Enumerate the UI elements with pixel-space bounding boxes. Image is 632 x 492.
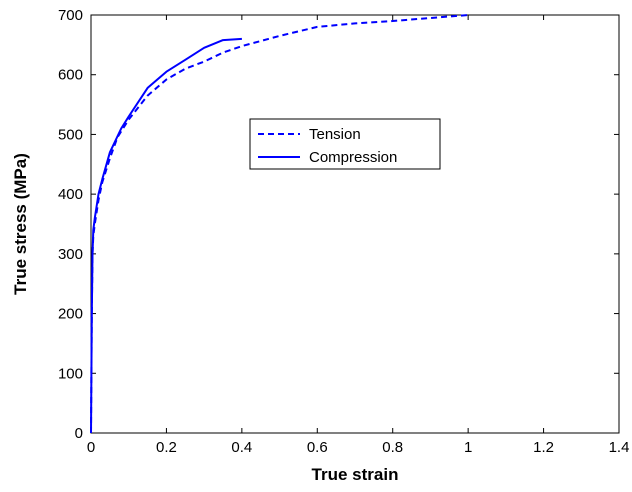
x-axis-ticks: 0 0.2 0.4 0.6 0.8 1 1.2 1.4: [87, 15, 630, 456]
y-tick-label: 700: [58, 7, 83, 24]
y-tick-label: 100: [58, 365, 83, 382]
y-tick-label: 400: [58, 186, 83, 203]
x-tick-label: 1.2: [533, 439, 554, 456]
y-tick-label: 500: [58, 126, 83, 143]
legend-compression-label: Compression: [309, 149, 397, 166]
y-tick-label: 0: [75, 425, 83, 442]
y-tick-label: 600: [58, 67, 83, 84]
x-tick-label: 0.8: [382, 439, 403, 456]
y-tick-label: 300: [58, 246, 83, 263]
y-axis-ticks: 0 100 200 300 400 500 600 700: [58, 7, 619, 442]
plot-area: [90, 14, 620, 434]
series-layer: [90, 14, 469, 434]
x-tick-label: 0.6: [307, 439, 328, 456]
x-tick-label: 1.4: [609, 439, 630, 456]
x-tick-label: 0.4: [231, 439, 252, 456]
legend-tension-label: Tension: [309, 126, 361, 143]
legend-box: [249, 118, 441, 170]
x-tick-label: 1: [464, 439, 472, 456]
x-tick-label: 0.2: [156, 439, 177, 456]
x-axis-title: True strain: [312, 465, 399, 484]
legend: Tension Compression: [249, 118, 441, 170]
y-axis-title: True stress (MPa): [11, 153, 30, 295]
series-line-compression: [90, 37, 242, 434]
x-tick-label: 0: [87, 439, 95, 456]
y-tick-label: 200: [58, 306, 83, 323]
